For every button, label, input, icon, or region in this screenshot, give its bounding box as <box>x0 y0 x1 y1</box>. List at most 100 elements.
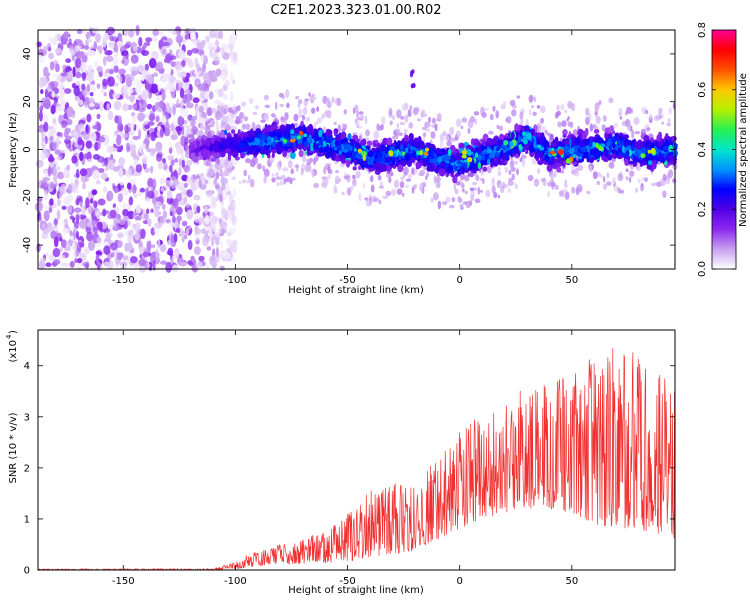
spectrogram-noise-cell <box>74 45 82 52</box>
spectrogram-noise-cell <box>162 162 168 171</box>
spectrogram-noise-cell <box>130 256 138 264</box>
spectrogram-noise-cell <box>117 254 123 261</box>
spectrogram-noise-cell <box>69 235 75 241</box>
spectrogram-noise-cell <box>152 260 156 271</box>
spectrogram-signal-halo <box>493 192 498 199</box>
spectrogram-signal-halo <box>282 167 289 172</box>
spectrogram-signal-halo <box>608 161 615 169</box>
spectrogram-noise-cell <box>34 202 43 212</box>
spectrogram-noise-cell <box>36 243 41 253</box>
spectrogram-noise-cell <box>219 265 225 271</box>
spectrogram-signal-halo <box>402 166 409 176</box>
spectrogram-noise-cell <box>162 203 166 210</box>
spectrogram-noise-cell <box>168 75 177 83</box>
spectrogram-noise-cell <box>209 91 214 100</box>
spectrogram-noise-cell <box>61 239 67 249</box>
spectrogram-noise-cell <box>183 182 188 188</box>
spectrogram-noise-cell <box>96 209 100 220</box>
spectrogram-noise-cell <box>96 113 101 120</box>
spectrogram-noise-cell <box>85 124 91 135</box>
spectrogram-noise-cell <box>50 38 58 45</box>
spectrogram-signal-halo <box>286 152 291 159</box>
spectrogram-signal-cell <box>298 149 304 158</box>
spectrogram-noise-cell <box>49 142 54 152</box>
spectrogram-signal-halo <box>533 178 540 187</box>
spectrogram-signal-halo <box>613 122 618 129</box>
spectrogram-signal-halo <box>547 190 550 198</box>
spectrogram-signal-halo <box>560 104 565 111</box>
spectrogram-signal-halo <box>276 176 283 180</box>
spectrogram-signal-halo <box>193 128 197 135</box>
spectrogram-noise-cell <box>119 219 126 226</box>
spectrogram-noise-cell <box>198 255 205 262</box>
spectrogram-signal-halo <box>479 177 483 181</box>
spectrogram-noise-cell <box>225 239 232 244</box>
spectrogram-signal-halo <box>283 180 286 185</box>
spectrogram-signal-halo <box>448 204 455 209</box>
spectrogram-noise-cell <box>135 84 142 94</box>
spectrogram-signal-halo <box>598 100 602 106</box>
spectrogram-signal-layer <box>188 69 678 210</box>
spectrogram-signal-halo <box>276 181 280 187</box>
spectrogram-noise-cell <box>74 148 82 154</box>
spectrogram-signal-halo <box>497 167 501 172</box>
spectrogram-noise-cell <box>138 36 143 47</box>
spectrogram-noise-cell <box>161 41 170 47</box>
spectrogram-noise-cell <box>181 236 185 243</box>
spectrogram-noise-cell <box>57 199 62 207</box>
spectrogram-noise-cell <box>214 235 221 243</box>
spectrogram-noise-cell <box>75 71 82 79</box>
spectrogram-signal-halo <box>617 173 624 182</box>
spectrogram-signal-halo <box>497 194 501 199</box>
spectrogram-noise-cell <box>131 223 137 233</box>
spectrogram-signal-halo <box>516 168 519 176</box>
spectrogram-signal-halo <box>248 97 254 105</box>
spectrogram-noise-cell <box>106 190 114 202</box>
spectrogram-signal-halo <box>661 121 665 125</box>
spectrogram-signal-halo <box>633 117 640 125</box>
spectrogram-noise-cell <box>129 144 137 152</box>
spectrogram-noise-cell <box>142 251 149 258</box>
spectrogram-noise-cell <box>35 159 44 168</box>
spectrogram-signal-cell <box>234 156 240 161</box>
spectrogram-signal-halo <box>430 197 434 203</box>
spectrogram-noise-cell <box>84 90 90 96</box>
spectrogram-signal-halo <box>223 115 230 123</box>
spectrogram-signal-halo <box>625 176 629 181</box>
spectrogram-signal-cell <box>202 134 206 140</box>
spectrogram-signal-cell <box>253 151 259 156</box>
spectrogram-signal-cell <box>227 154 232 161</box>
spectrogram-noise-cell <box>95 250 101 255</box>
spectrogram-noise-cell <box>212 29 219 35</box>
spectrogram-noise-cell <box>63 31 70 39</box>
spectrogram-signal-halo <box>436 113 442 120</box>
spectrogram-noise-cell <box>205 35 211 43</box>
spectrogram-signal-halo <box>644 177 648 183</box>
spectrogram-signal-halo <box>519 111 524 120</box>
spectrogram-signal-halo <box>314 121 319 126</box>
spectrogram-signal-halo <box>567 100 573 109</box>
spectrogram-signal-halo <box>243 169 247 177</box>
spectrogram-signal-halo <box>359 135 362 142</box>
spectrogram-noise-cell <box>83 153 90 160</box>
spectrogram-noise-cell <box>105 55 114 62</box>
spectrogram-noise-cell <box>166 103 170 114</box>
spectrogram-signal-halo <box>219 171 226 176</box>
spectrogram-signal-halo <box>228 159 233 169</box>
spectrogram-signal-halo <box>556 110 561 117</box>
spectrogram-noise-cell <box>151 178 157 190</box>
spectrogram-noise-cell <box>193 246 201 255</box>
spectrogram-noise-cell <box>47 156 55 163</box>
spectrogram-signal-halo <box>354 104 359 113</box>
spectrogram-noise-cell <box>135 206 142 214</box>
spectrogram-noise-cell <box>121 50 129 56</box>
spectrogram-noise-cell <box>56 171 65 180</box>
spectrogram-signal-halo <box>660 113 664 119</box>
spectrogram-signal-halo <box>220 107 226 114</box>
spectrogram-signal-halo <box>225 124 231 131</box>
spectrogram-noise-cell <box>75 198 80 206</box>
spectrogram-noise-cell <box>170 134 178 141</box>
spectrogram-signal-halo <box>484 107 489 111</box>
spectrogram-noise-cell <box>75 57 82 69</box>
